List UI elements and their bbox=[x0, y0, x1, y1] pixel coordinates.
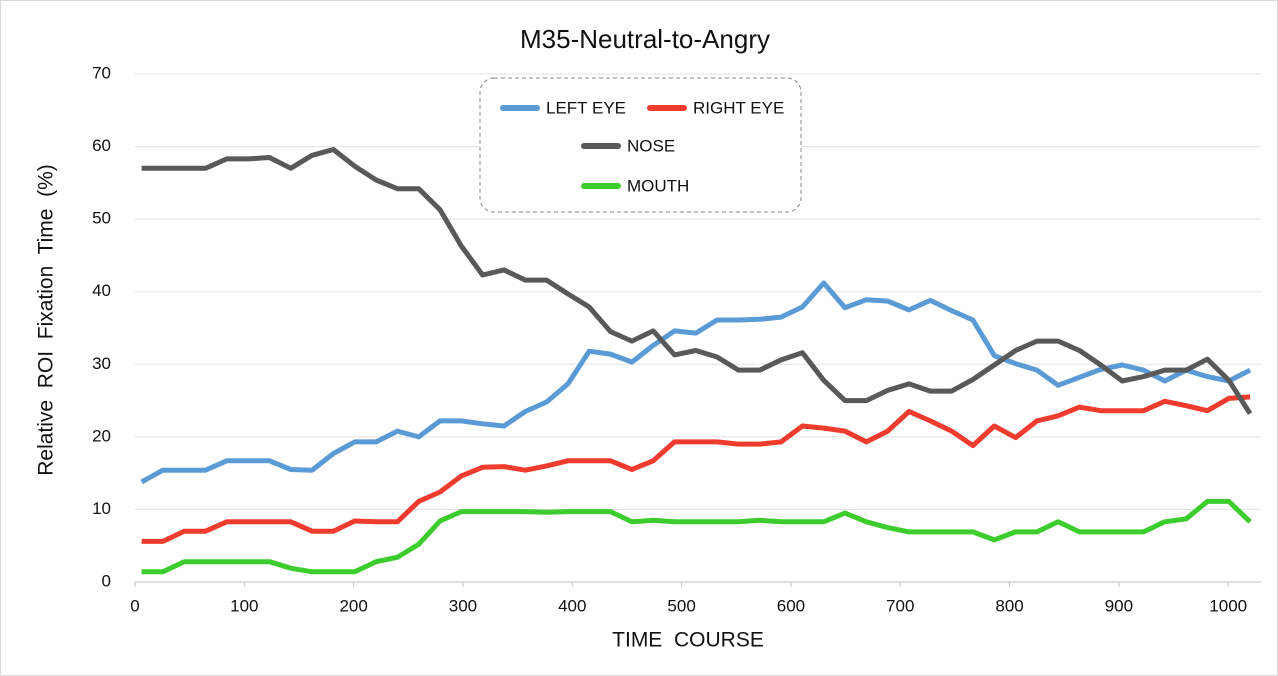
x-tick-label: 100 bbox=[230, 596, 258, 615]
x-tick-label: 400 bbox=[558, 596, 586, 615]
grid bbox=[134, 73, 1261, 587]
y-tick-label: 70 bbox=[92, 63, 111, 82]
x-tick-label: 700 bbox=[886, 596, 914, 615]
x-tick-label: 800 bbox=[995, 596, 1023, 615]
y-axis-label: Relative ROI Fixation Time (%) bbox=[35, 164, 58, 476]
x-tick-label: 0 bbox=[130, 596, 139, 615]
x-tick-label: 500 bbox=[667, 596, 695, 615]
y-tick-label: 40 bbox=[92, 281, 111, 300]
data-line bbox=[141, 498, 1252, 575]
y-tick-label: 0 bbox=[102, 571, 111, 590]
legend-label: NOSE bbox=[627, 136, 675, 155]
x-tick-label: 600 bbox=[777, 596, 805, 615]
y-tick-label: 60 bbox=[92, 136, 111, 155]
chart-title: M35-Neutral-to-Angry bbox=[520, 24, 770, 54]
legend-label: RIGHT EYE bbox=[693, 98, 784, 117]
legend-box bbox=[479, 77, 802, 213]
data-line bbox=[140, 280, 1252, 485]
x-axis-label: TIME COURSE bbox=[612, 629, 764, 652]
x-tick-label: 300 bbox=[449, 596, 477, 615]
x-tick-label: 200 bbox=[339, 596, 367, 615]
legend-label: LEFT EYE bbox=[546, 98, 626, 117]
y-tick-label: 20 bbox=[92, 426, 111, 445]
x-tick-label: 1000 bbox=[1209, 596, 1247, 615]
x-tick-label: 900 bbox=[1105, 596, 1133, 615]
y-tick-label: 10 bbox=[92, 499, 111, 518]
legend-label: MOUTH bbox=[627, 176, 689, 195]
data-line bbox=[141, 394, 1251, 544]
data-line bbox=[141, 147, 1253, 415]
y-tick-label: 30 bbox=[92, 354, 111, 373]
y-tick-label: 50 bbox=[92, 209, 111, 228]
